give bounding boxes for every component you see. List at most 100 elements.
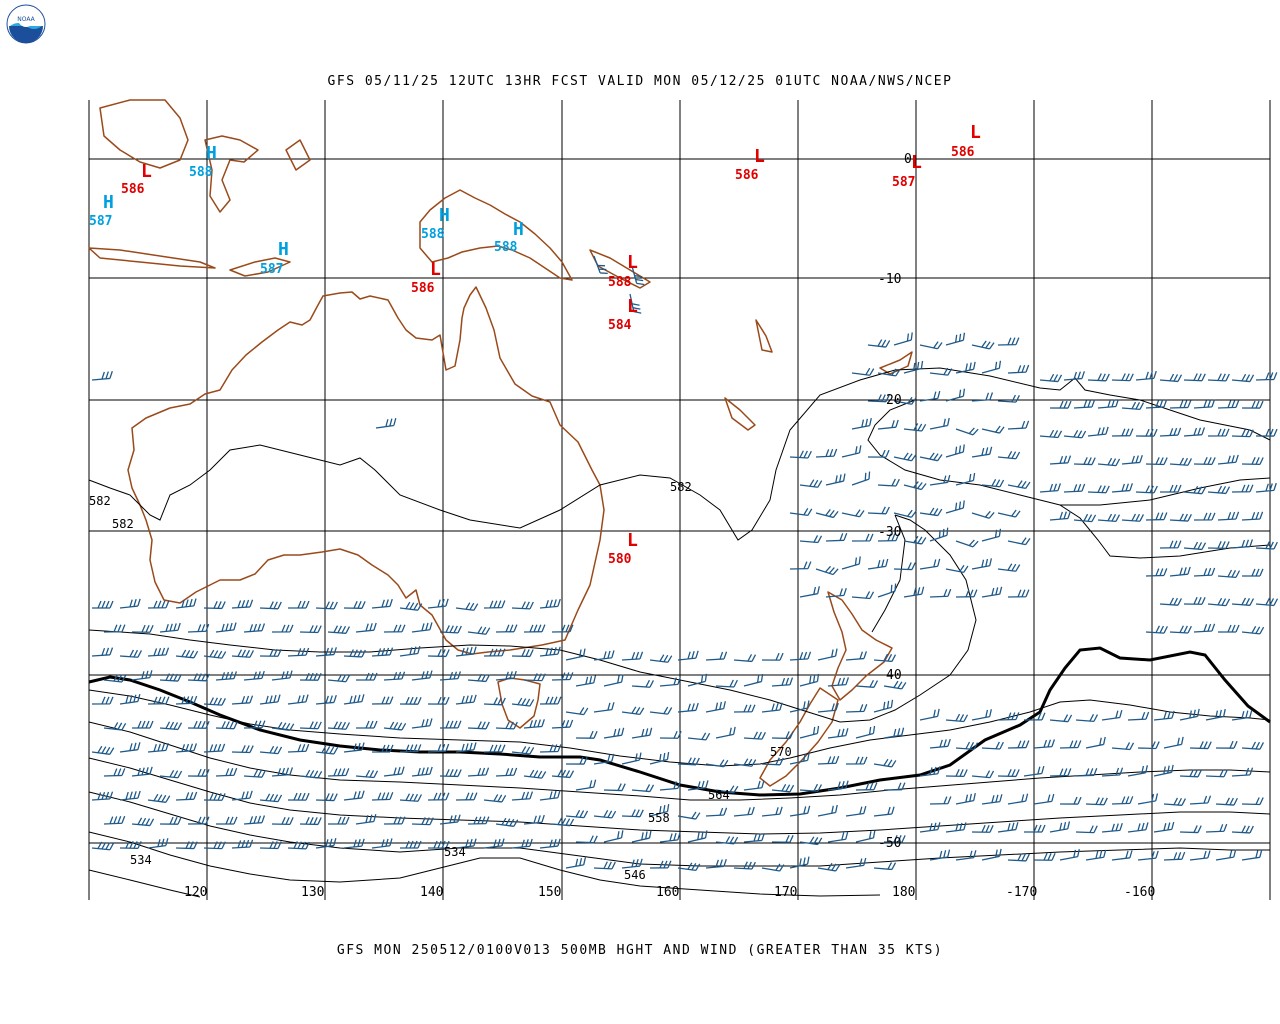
wind-barb [1111, 428, 1134, 437]
wind-barb [259, 601, 282, 610]
wind-barb [815, 448, 838, 458]
wind-barb [119, 742, 141, 753]
wind-barb [159, 622, 181, 633]
wind-barb [327, 673, 351, 683]
wind-barb [483, 838, 505, 849]
wind-barb [855, 830, 876, 843]
wind-barb [231, 649, 255, 658]
wind-barb [299, 721, 322, 730]
wind-barb [1039, 429, 1063, 439]
wind-barb [945, 822, 967, 833]
wind-barb [1033, 739, 1056, 749]
wind-barb [215, 816, 238, 825]
wind-barb [455, 602, 479, 611]
wind-barb [1215, 849, 1237, 861]
pressure-centers: L 586 H 588 H 587 H 587 H 588 H 588 L 58… [89, 122, 981, 567]
wind-barb [371, 744, 394, 753]
wind-barb [159, 816, 182, 825]
wind-barb [705, 858, 727, 869]
wind-barb [631, 830, 652, 843]
wind-barb [523, 673, 546, 682]
wind-barb [603, 727, 625, 739]
wind-barb [825, 532, 848, 542]
wind-barb [761, 757, 784, 766]
wind-barb [593, 255, 608, 274]
wind-barb [789, 700, 810, 713]
wind-barb [427, 840, 450, 849]
wind-barb [439, 671, 462, 681]
wind-barb [399, 646, 421, 657]
wind-barb [1033, 852, 1056, 861]
wind-barb [1183, 373, 1206, 382]
wind-barb [855, 782, 878, 791]
wind-barb [867, 339, 891, 348]
wind-barb [1241, 626, 1265, 635]
wind-barb [1007, 740, 1030, 749]
wind-barb [1023, 765, 1045, 777]
wind-barb [1007, 853, 1030, 862]
wind-barb [1231, 429, 1254, 438]
wind-barb [1231, 484, 1254, 493]
wind-barb [231, 695, 254, 705]
wind-barb [621, 809, 644, 818]
wind-barb [799, 673, 820, 687]
wind-barb [495, 817, 519, 827]
wind-barb [483, 697, 506, 706]
wind-barb [771, 731, 794, 740]
wind-barb [439, 625, 462, 634]
solomons-coast [589, 249, 651, 289]
wind-barb [1023, 824, 1046, 833]
wind-barb [371, 598, 393, 609]
wind-barb [1111, 742, 1135, 751]
wind-barb [467, 626, 491, 635]
wind-barb [789, 651, 812, 661]
wind-barb [1111, 483, 1133, 493]
wind-barb [799, 479, 823, 488]
wind-barb [1097, 513, 1121, 523]
wind-barb [1137, 741, 1160, 750]
wind-barb [1241, 400, 1264, 409]
wind-barb [147, 647, 170, 657]
contour-546 [88, 831, 881, 897]
lon-label: 130 [301, 885, 324, 900]
wind-barb [1073, 457, 1096, 466]
wind-barb [817, 862, 841, 872]
wind-barb [761, 652, 784, 661]
wind-barb [271, 816, 294, 825]
lon-label: -170 [1006, 885, 1037, 900]
wind-barb [705, 807, 728, 817]
wind-barb [539, 790, 561, 801]
wind-barb [1169, 400, 1192, 409]
wind-barb [103, 624, 126, 633]
wind-barb [1049, 511, 1071, 521]
wind-barb [131, 720, 154, 729]
wind-barb [929, 738, 951, 749]
wind-barb [383, 766, 405, 777]
wind-barb [789, 450, 812, 459]
wind-barb [1049, 455, 1072, 465]
wind-barb [565, 809, 589, 819]
wind-barb [1135, 485, 1158, 494]
wind-barb [981, 528, 1002, 542]
noaa-logo-icon: NOAA [6, 4, 46, 44]
wind-barb [131, 766, 153, 777]
wind-barb [383, 721, 407, 731]
wind-barb [919, 341, 943, 350]
wind-barb [315, 745, 339, 755]
high-center-5: H [513, 219, 524, 240]
wind-barb [119, 790, 141, 801]
wind-barb [495, 767, 518, 777]
wind-barb [1207, 373, 1230, 382]
wind-barb [733, 758, 757, 767]
wind-barb [203, 743, 226, 753]
high-value-4: 588 [421, 227, 445, 242]
contour-label: 582 [89, 494, 111, 508]
wind-barb [945, 500, 965, 514]
lon-label: 180 [892, 885, 915, 900]
wind-barb [1159, 373, 1183, 383]
wind-barb [817, 648, 838, 661]
wind-barb [851, 533, 874, 542]
map-title: GFS 05/11/25 12UTC 13HR FCST VALID MON 0… [327, 74, 953, 89]
wind-barb [677, 862, 701, 872]
coastlines [88, 99, 913, 787]
